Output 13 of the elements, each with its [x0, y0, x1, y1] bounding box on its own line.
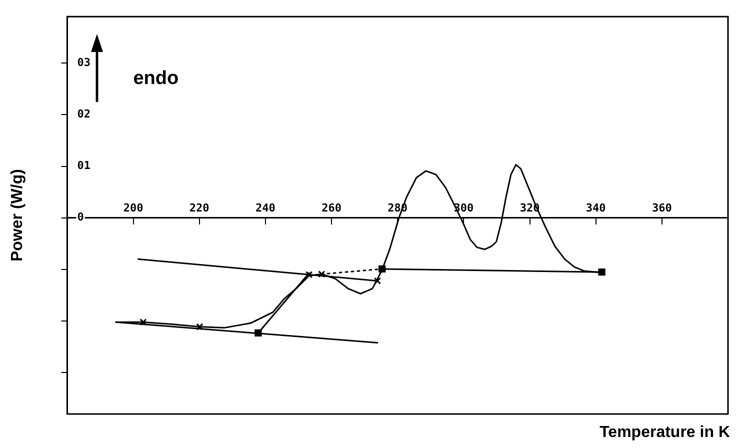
x-tick-label: 260	[322, 201, 342, 214]
x-tick-label: 340	[586, 201, 606, 214]
x-tick-label: 240	[256, 201, 276, 214]
x-tick-label: 360	[652, 201, 672, 214]
y-tick-label: 02	[77, 108, 90, 121]
annotation: endo	[133, 68, 179, 89]
y-tick-label: 03	[77, 56, 90, 69]
x-tick-label: 220	[189, 201, 210, 214]
x-axis-title: Temperature in K	[600, 424, 730, 442]
y-axis-title: Power (W/g)	[9, 169, 26, 262]
y-tick-label: 01	[77, 159, 91, 172]
x-tick-label: 200	[123, 201, 144, 214]
y-tick-label: 0	[77, 210, 84, 224]
